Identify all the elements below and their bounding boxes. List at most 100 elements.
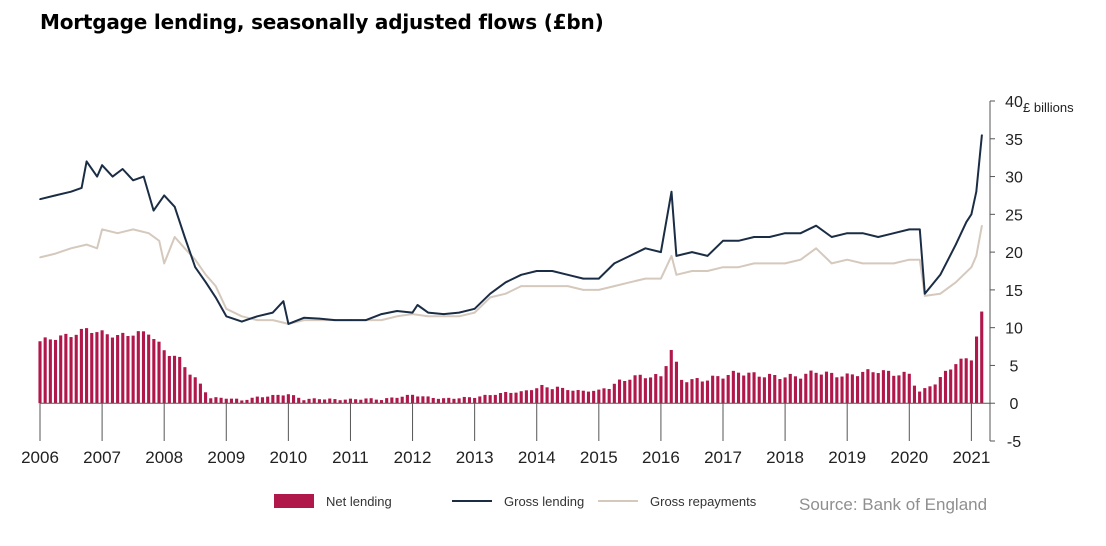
net-lending-bar (742, 375, 746, 404)
gross-lending-line-point (318, 317, 321, 320)
net-lending-bar (64, 333, 68, 404)
net-lending-bar (700, 381, 704, 404)
net-lending-bar (43, 337, 47, 404)
gross-lending-line-point (101, 164, 103, 167)
net-lending-bar (400, 396, 404, 404)
net-lending-bar (576, 390, 580, 404)
net-lending-bar (95, 332, 99, 404)
net-lending-bar (768, 373, 772, 404)
gross-lending-line-point (194, 266, 197, 269)
net-lending-bar (876, 373, 880, 404)
net-lending-bar (607, 388, 611, 404)
net-lending-bar (514, 392, 518, 404)
net-lending-bar (602, 388, 606, 404)
net-lending-bar (478, 396, 482, 404)
net-lending-bar (59, 335, 63, 404)
x-tick-label: 2021 (952, 448, 990, 467)
gross-lending-line-point (365, 319, 367, 321)
net-lending-bar (623, 380, 627, 404)
gross-lending-line-point (660, 251, 662, 253)
net-lending-bar (121, 332, 125, 404)
legend-label-gross: Gross lending (504, 493, 585, 509)
y-tick-label: 20 (1005, 245, 1023, 262)
x-tick-label: 2017 (704, 448, 742, 467)
net-lending-bar (105, 334, 109, 404)
net-lending-bar (79, 328, 83, 404)
gross-repayments-line-point (225, 307, 228, 310)
net-lending-bar (938, 377, 942, 404)
net-lending-bar (628, 379, 632, 404)
net-lending-bar (209, 398, 213, 404)
x-tick-label: 2013 (456, 448, 494, 467)
net-lending-bar (705, 380, 710, 404)
net-lending-bar (855, 376, 860, 404)
gross-lending-line-point (784, 232, 786, 235)
x-tick-label: 2018 (766, 448, 804, 467)
net-lending-bar (519, 391, 523, 404)
gross-repayments-line-point (566, 285, 569, 287)
y-tick-label: 0 (1010, 396, 1019, 413)
net-lending-bar (783, 377, 787, 404)
net-lending-bar (897, 375, 901, 404)
gross-repayments-line-point (908, 258, 911, 261)
net-lending-bar (504, 392, 508, 404)
net-lending-bar (964, 358, 968, 404)
gross-lending-line-point (675, 255, 678, 257)
gross-lending-line-point (334, 319, 336, 321)
net-lending-bar (555, 386, 559, 404)
net-lending-bar (581, 390, 585, 404)
net-lending-bar (74, 334, 78, 404)
gross-repayments-line-point (939, 292, 942, 295)
net-lending-bar (162, 350, 166, 404)
y-tick-label: -5 (1007, 434, 1021, 451)
gross-repayments-line-point (147, 232, 150, 235)
net-lending-bar (431, 397, 435, 404)
gross-lending-line-point (535, 270, 538, 272)
gross-repayments-line-point (380, 319, 383, 321)
net-lending-bar (229, 398, 234, 404)
gross-lending-line-point (629, 255, 631, 257)
net-lending-bar (954, 364, 958, 404)
legend-gross-lending: Gross lending (452, 490, 584, 512)
net-lending-bar (188, 374, 192, 404)
net-lending-bar (100, 330, 104, 404)
net-lending-bar (680, 379, 684, 404)
gross-lending-line-point (121, 168, 124, 170)
net-lending-bar (633, 375, 637, 404)
gross-lending-line-point (458, 311, 460, 314)
net-lending-bar (276, 394, 280, 404)
net-lending-bar (333, 399, 337, 404)
net-lending-bar (887, 370, 891, 404)
gross-repayments-line-point (173, 236, 176, 238)
gross-lending-line-point (473, 307, 476, 310)
net-lending-bar (390, 397, 394, 404)
gross-lending-line-point (504, 281, 507, 284)
net-lending-bar (467, 397, 472, 404)
net-lending-bar (157, 341, 161, 404)
x-tick-label: 2020 (890, 448, 928, 467)
net-lending-bar (312, 398, 316, 404)
net-lending-bar (147, 334, 151, 404)
y-tick-label: 10 (1005, 321, 1023, 338)
net-lending-bar (881, 370, 885, 404)
net-lending-bar (260, 397, 265, 404)
gross-lending-line-point (204, 281, 207, 284)
gross-repayments-line-point (411, 313, 414, 315)
net-lending-bar (540, 384, 544, 404)
x-tick-label: 2011 (332, 448, 369, 467)
gross-lending-line-point (670, 190, 673, 193)
x-tick-label: 2015 (580, 448, 618, 467)
y-axis-label: £ billions (1023, 100, 1074, 115)
net-lending-bar (918, 391, 922, 404)
net-lending-bar (669, 349, 673, 404)
net-lending-bar (136, 331, 140, 404)
gross-repayments-line-point (442, 315, 445, 318)
gross-repayments-line-point (970, 266, 973, 269)
gross-lending-line-point (706, 255, 709, 257)
net-lending-bar (110, 337, 114, 404)
x-tick-label: 2012 (394, 448, 432, 467)
net-lending-bar (819, 374, 823, 404)
net-lending-bar (943, 370, 948, 404)
net-lending-bar (338, 400, 342, 404)
